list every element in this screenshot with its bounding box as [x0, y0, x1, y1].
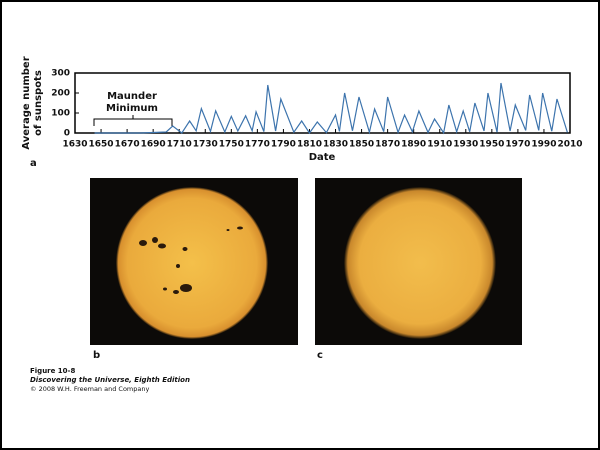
x-tick-label: 1630: [62, 140, 87, 150]
panel-label: c: [317, 350, 323, 361]
x-tick-label: 1790: [271, 140, 296, 150]
y-tick-label: 100: [51, 109, 70, 119]
x-tick-label: 1890: [401, 140, 426, 150]
panel-label: a: [30, 158, 37, 169]
annotation: Maunder: [107, 91, 157, 102]
plot-frame: [74, 72, 571, 134]
y-label: of sunspots: [33, 70, 44, 136]
x-tick-label: 1910: [427, 140, 452, 150]
x-tick-label: 1650: [89, 140, 114, 150]
sun: [116, 187, 268, 339]
sunspots: [139, 226, 243, 294]
x-tick-label: 1830: [323, 140, 348, 150]
figure-number: Figure 10-8: [30, 367, 75, 375]
x-label: Date: [309, 152, 336, 163]
sun: [344, 187, 496, 339]
x-tick-label: 1990: [531, 140, 556, 150]
x-tick-label: 1670: [115, 140, 140, 150]
x-tick-label: 1970: [505, 140, 530, 150]
x-tick-label: 1730: [193, 140, 218, 150]
book-title: Discovering the Universe, Eighth Edition: [30, 376, 190, 384]
y-tick-label: 0: [64, 129, 70, 139]
x-tick-label: 1750: [219, 140, 244, 150]
x-tick-label: 1810: [297, 140, 322, 150]
x-tick-label: 1950: [479, 140, 504, 150]
x-tick-label: 1870: [375, 140, 400, 150]
data-line: [94, 82, 568, 135]
y-label: Average number: [21, 56, 32, 149]
copyright: © 2008 W.H. Freeman and Company: [30, 385, 149, 393]
y-tick-label: 300: [51, 69, 70, 79]
x-tick-label: 1850: [349, 140, 374, 150]
bracket: [93, 115, 173, 126]
x-tick-label: 1690: [141, 140, 166, 150]
x-tick-label: 2010: [557, 140, 582, 150]
annotation: Minimum: [106, 103, 158, 114]
chart: Average number of sunspots Date Maunder …: [21, 56, 583, 169]
panel-label: b: [93, 350, 100, 361]
x-tick-label: 1770: [245, 140, 270, 150]
x-tick-label: 1930: [453, 140, 478, 150]
y-tick-label: 200: [51, 89, 70, 99]
x-tick-label: 1710: [167, 140, 192, 150]
